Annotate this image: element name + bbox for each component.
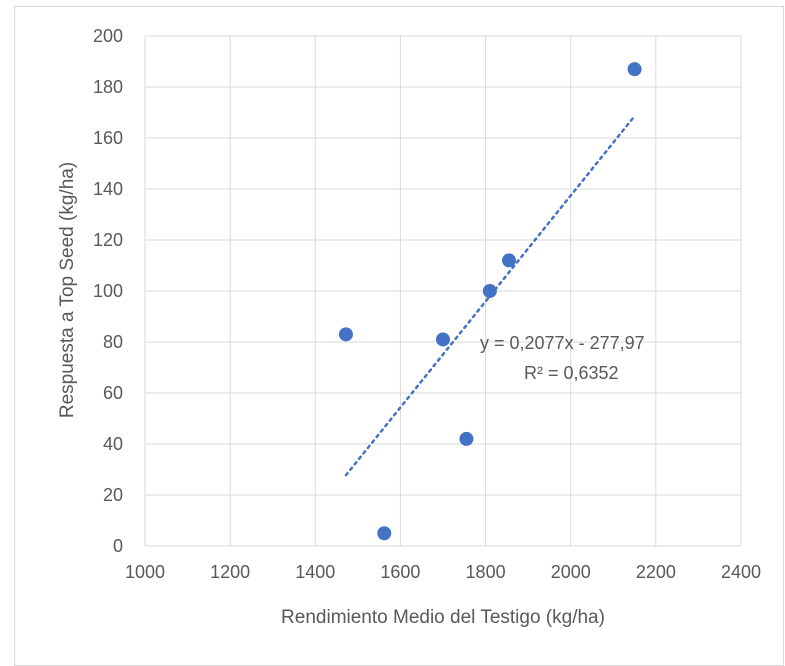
y-axis-title: Respuesta a Top Seed (kg/ha) <box>57 162 78 418</box>
y-tick-label: 40 <box>103 434 123 454</box>
y-tick-label: 200 <box>93 26 123 46</box>
data-point <box>501 253 516 268</box>
data-point <box>338 327 353 342</box>
x-tick-label: 1200 <box>210 562 250 582</box>
x-axis-title: Rendimiento Medio del Testigo (kg/ha) <box>281 607 605 628</box>
y-tick-label: 160 <box>93 128 123 148</box>
x-tick-label: 1800 <box>466 562 506 582</box>
y-tick-label: 120 <box>93 230 123 250</box>
x-tick-label: 2400 <box>721 562 761 582</box>
data-point <box>377 526 392 541</box>
x-tick-label: 2200 <box>636 562 676 582</box>
data-point <box>459 431 474 446</box>
data-point <box>627 62 642 77</box>
x-tick-label: 1000 <box>125 562 165 582</box>
gridlines <box>144 35 742 547</box>
y-tick-label: 100 <box>93 281 123 301</box>
y-tick-label: 180 <box>93 77 123 97</box>
x-tick-label: 1600 <box>380 562 420 582</box>
y-tick-label: 140 <box>93 179 123 199</box>
x-tick-label: 2000 <box>551 562 591 582</box>
data-point <box>482 284 497 298</box>
y-tick-label: 80 <box>103 332 123 352</box>
trendline-r2: R² = 0,6352 <box>524 363 619 383</box>
data-points <box>338 62 642 541</box>
x-axis-ticks: 1000 1200 1400 1600 1800 2000 2200 2400 <box>125 562 761 582</box>
y-tick-label: 20 <box>103 485 123 505</box>
data-point <box>436 332 450 347</box>
trendline-equation: y = 0,2077x - 277,97 <box>480 333 645 353</box>
y-tick-label: 60 <box>103 383 123 403</box>
x-tick-label: 1400 <box>295 562 335 582</box>
y-axis-ticks: 0 20 40 60 80 100 120 140 160 180 200 <box>93 26 123 556</box>
y-tick-label: 0 <box>113 536 123 556</box>
